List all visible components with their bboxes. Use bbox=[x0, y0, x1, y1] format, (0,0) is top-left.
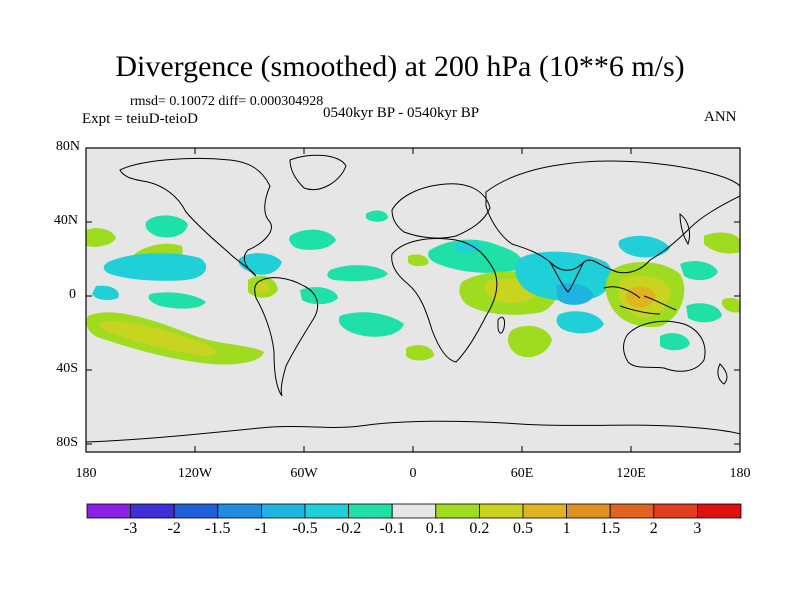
x-tick-label: 180 bbox=[729, 466, 751, 481]
colorbar-label: 0.1 bbox=[425, 520, 446, 537]
plot-title: Divergence (smoothed) at 200 hPa (10**6 … bbox=[115, 50, 685, 83]
x-tick-marks bbox=[85, 148, 741, 452]
colorbar-label: 1 bbox=[562, 520, 571, 537]
colorbar-label: -1 bbox=[254, 520, 269, 537]
y-tick-label: 80S bbox=[56, 435, 78, 450]
colorbar-label: 1.5 bbox=[600, 520, 621, 537]
y-tick-label: 40N bbox=[53, 213, 78, 228]
colorbar-swatch bbox=[522, 503, 567, 519]
contour-positive bbox=[625, 286, 656, 308]
colorbar-label: -0.5 bbox=[292, 520, 318, 537]
colorbar-swatch bbox=[348, 503, 393, 519]
colorbar-swatch bbox=[653, 503, 698, 519]
season-label: ANN bbox=[704, 109, 737, 125]
contour-negative bbox=[680, 261, 718, 281]
contour-fills bbox=[86, 210, 740, 365]
colorbar-swatch bbox=[697, 503, 742, 519]
contour-positive bbox=[704, 232, 740, 254]
axis-ticks bbox=[85, 147, 741, 452]
contour-positive bbox=[722, 297, 740, 313]
coastline-new-zealand bbox=[717, 363, 728, 385]
y-tick-marks bbox=[86, 147, 740, 445]
x-tick-label: 120W bbox=[177, 466, 213, 481]
colorbar-label: 0.5 bbox=[513, 520, 533, 537]
y-tick-label: 80N bbox=[55, 139, 80, 154]
coastline-north-america bbox=[119, 157, 272, 277]
contour-negative bbox=[289, 229, 336, 250]
colorbar-label: -3 bbox=[123, 520, 138, 537]
x-tick-label: 0 bbox=[409, 466, 417, 481]
contour-positive bbox=[406, 345, 434, 361]
contour-positive bbox=[256, 282, 270, 293]
contour-negative bbox=[366, 210, 388, 222]
colorbar-swatch bbox=[391, 503, 437, 519]
coastline-asia bbox=[485, 160, 740, 274]
y-tick-label: 40S bbox=[56, 361, 78, 376]
contour-negative bbox=[148, 292, 206, 309]
colorbar-label: 3 bbox=[693, 520, 702, 537]
colorbar-label: -1.5 bbox=[205, 520, 231, 537]
coastline-australia bbox=[623, 320, 706, 372]
coastlines bbox=[86, 154, 740, 443]
colorbar-swatch bbox=[435, 503, 480, 519]
contour-negative bbox=[92, 285, 119, 301]
contour-positive bbox=[99, 321, 217, 356]
colorbar-label: -0.1 bbox=[379, 520, 405, 537]
colorbar-swatch bbox=[86, 503, 131, 519]
contour-negative bbox=[556, 311, 604, 334]
coastline-europe bbox=[391, 183, 491, 239]
colorbar-swatch bbox=[478, 503, 524, 519]
colorbar bbox=[86, 503, 742, 519]
colorbar-swatch bbox=[304, 503, 349, 519]
coastline-madagascar bbox=[497, 316, 505, 334]
y-tick-label: 0 bbox=[69, 287, 76, 302]
coastline-africa bbox=[391, 238, 498, 363]
colorbar-swatch bbox=[609, 503, 655, 519]
contour-negative bbox=[103, 253, 207, 281]
colorbar-label: -0.2 bbox=[335, 520, 362, 537]
colorbar-swatch bbox=[130, 503, 175, 519]
colorbar-label: -2 bbox=[167, 520, 181, 537]
contour-negative bbox=[686, 303, 722, 323]
coastline-india bbox=[549, 261, 585, 293]
colorbar-swatch bbox=[173, 503, 219, 519]
coastline-south-america bbox=[254, 277, 319, 397]
colorbar-swatch bbox=[217, 503, 262, 519]
colorbar-swatch bbox=[260, 503, 306, 519]
coastline-japan bbox=[679, 212, 691, 246]
coastline-antarctica bbox=[86, 420, 740, 443]
contour-positive bbox=[86, 228, 116, 247]
contour-positive bbox=[507, 325, 552, 358]
contour-negative bbox=[456, 240, 482, 253]
experiment-label: Expt = teiuD-teioD bbox=[82, 111, 198, 127]
coastline-indonesia bbox=[603, 286, 677, 315]
contour-negative bbox=[338, 312, 404, 337]
x-tick-label: 60W bbox=[290, 466, 318, 481]
contour-negative bbox=[618, 235, 670, 258]
colorbar-label: 0.2 bbox=[469, 520, 490, 537]
contour-negative bbox=[660, 333, 690, 351]
coastline-greenland bbox=[289, 154, 347, 190]
contour-negative bbox=[145, 215, 188, 238]
contour-negative bbox=[327, 265, 388, 282]
contour-negative bbox=[428, 239, 522, 273]
x-tick-label: 60E bbox=[510, 466, 534, 481]
contour-negative bbox=[300, 287, 338, 305]
x-tick-label: 180 bbox=[75, 466, 97, 481]
period-label: 0540kyr BP - 0540kyr BP bbox=[323, 105, 480, 121]
x-tick-label: 120E bbox=[616, 466, 646, 481]
contour-positive bbox=[408, 254, 429, 267]
stats-label: rmsd= 0.10072 diff= 0.000304928 bbox=[130, 94, 324, 109]
colorbar-label: 2 bbox=[649, 520, 658, 537]
colorbar-swatch bbox=[566, 503, 611, 519]
